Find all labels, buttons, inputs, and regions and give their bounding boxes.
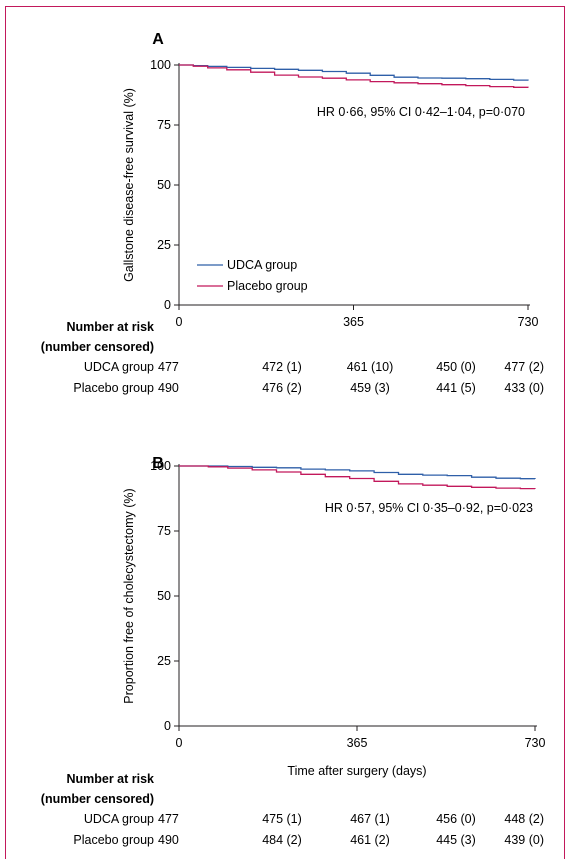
risk-table-cell: 476 (2) [262, 381, 302, 395]
y-axis-label: Proportion free of cholecystectomy (%) [122, 488, 136, 703]
figure-frame [5, 6, 565, 859]
panel-label: B [152, 455, 164, 472]
risk-table-header: Number at risk [66, 320, 154, 334]
risk-table-group: UDCA group [84, 360, 154, 374]
series-line-udca [179, 465, 536, 480]
y-tick-label: 0 [164, 298, 171, 312]
risk-table-group: Placebo group [73, 833, 154, 847]
risk-table-cell: 477 [158, 812, 179, 826]
risk-table-cell: 484 (2) [262, 833, 302, 847]
series-line-udca [179, 64, 529, 81]
x-tick-label: 0 [176, 315, 183, 329]
risk-table-header: (number censored) [41, 340, 154, 354]
risk-table-cell: 467 (1) [350, 812, 390, 826]
risk-table-cell: 477 (2) [504, 360, 544, 374]
risk-table-cell: 490 [158, 381, 179, 395]
legend-entry: UDCA group [227, 258, 297, 272]
risk-table-cell: 461 (10) [347, 360, 394, 374]
risk-table-cell: 456 (0) [436, 812, 476, 826]
series-line-placebo [179, 64, 529, 88]
x-axis-label: Time after surgery (days) [287, 764, 426, 778]
risk-table-cell: 472 (1) [262, 360, 302, 374]
panel-a: A 0 25 50 75 100 0 365 730 Gallstone disease-free… [41, 31, 544, 395]
risk-table-cell: 439 (0) [504, 833, 544, 847]
y-tick-label: 75 [157, 524, 171, 538]
risk-table-cell: 475 (1) [262, 812, 302, 826]
hazard-ratio-annotation: HR 0·57, 95% CI 0·35–0·92, p=0·023 [325, 501, 533, 515]
risk-table-cell: 433 (0) [504, 381, 544, 395]
hazard-ratio-annotation: HR 0·66, 95% CI 0·42–1·04, p=0·070 [317, 105, 525, 119]
y-tick-label: 100 [150, 58, 171, 72]
y-tick-label: 25 [157, 654, 171, 668]
panel-label: A [152, 31, 164, 48]
x-tick-label: 730 [525, 736, 546, 750]
y-tick-label: 0 [164, 719, 171, 733]
x-tick-label: 0 [176, 736, 183, 750]
risk-table-cell: 490 [158, 833, 179, 847]
y-tick-label: 75 [157, 118, 171, 132]
risk-table-header: (number censored) [41, 792, 154, 806]
y-tick-label: 100 [150, 459, 171, 473]
risk-table-cell: 448 (2) [504, 812, 544, 826]
risk-table-cell: 441 (5) [436, 381, 476, 395]
x-tick-label: 365 [347, 736, 368, 750]
y-tick-label: 25 [157, 238, 171, 252]
panel-b: B 0 25 50 75 100 0 365 730 Proportion free of cho… [41, 455, 546, 847]
y-tick-label: 50 [157, 589, 171, 603]
legend-entry: Placebo group [227, 279, 308, 293]
y-tick-label: 50 [157, 178, 171, 192]
x-tick-label: 730 [518, 315, 539, 329]
x-tick-label: 365 [343, 315, 364, 329]
y-axis-label: Gallstone disease-free survival (%) [122, 88, 136, 282]
risk-table-cell: 461 (2) [350, 833, 390, 847]
risk-table-cell: 477 [158, 360, 179, 374]
risk-table-group: UDCA group [84, 812, 154, 826]
risk-table-cell: 445 (3) [436, 833, 476, 847]
risk-table-cell: 459 (3) [350, 381, 390, 395]
risk-table-cell: 450 (0) [436, 360, 476, 374]
series-line-placebo [179, 465, 536, 490]
risk-table-header: Number at risk [66, 772, 154, 786]
risk-table-group: Placebo group [73, 381, 154, 395]
